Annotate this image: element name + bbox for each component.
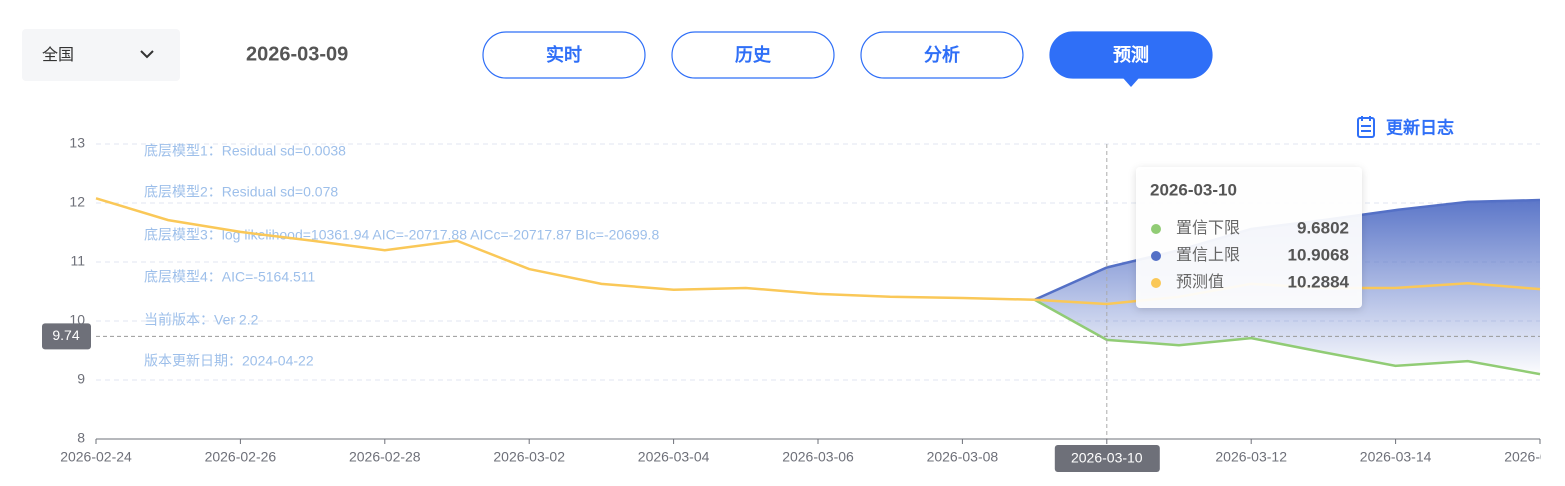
y-tick-label: 9	[77, 371, 85, 387]
changelog-icon	[1357, 117, 1375, 138]
tooltip-value: 10.9068	[1288, 245, 1349, 264]
y-tick-label: 12	[69, 194, 85, 210]
x-tick-label: 2026-03-06	[782, 449, 854, 465]
x-tick-label: 2026-02-28	[349, 449, 421, 465]
tab-label[interactable]: 历史	[735, 44, 772, 65]
series-line	[1033, 298, 1541, 376]
tab-pointer	[1123, 78, 1139, 87]
annotation: 底层模型2：Residual sd=0.078	[144, 184, 338, 200]
y-tick-label: 13	[69, 135, 85, 151]
x-tick-label: 2026-03-02	[493, 449, 565, 465]
tooltip-value: 9.6802	[1297, 218, 1349, 237]
x-tick-label: 2026-02-26	[205, 449, 277, 465]
tooltip-series-name: 预测值	[1176, 273, 1224, 291]
x-ticks: 2026-02-24 2026-02-26 2026-02-28 2026-03-02…	[60, 449, 1565, 465]
date-label: 2026-03-09	[246, 43, 348, 65]
crosshair-y-label-box	[42, 323, 91, 350]
tooltip-series-name: 置信上限	[1176, 246, 1240, 264]
crosshair-y-label: 9.74	[52, 327, 79, 343]
x-tick-label: 2026-02-24	[60, 449, 132, 465]
annotation: 版本更新日期：2024-04-22	[144, 353, 314, 369]
x-tick-label: 2026-03-12	[1215, 449, 1287, 465]
tab-label[interactable]: 预测	[1113, 44, 1149, 65]
tooltip-marker	[1151, 224, 1161, 234]
tooltip-series-name: 置信下限	[1176, 219, 1240, 237]
tooltip-value: 10.2884	[1288, 272, 1350, 291]
y-tick-label: 11	[70, 253, 85, 269]
x-tick-label: 2026-03-04	[638, 449, 710, 465]
tooltip: 2026-03-10 置信下限 9.6802 置信上限 10.9068 预测值 10.288…	[1136, 167, 1362, 308]
crosshair-x-label-box	[1054, 445, 1160, 472]
annotation: 底层模型4：AIC=-5164.511	[144, 269, 316, 285]
x-tick-label: 2026-03-08	[927, 449, 999, 465]
region-label: 全国	[42, 46, 74, 64]
annotation: 底层模型1：Residual sd=0.0038	[144, 143, 346, 159]
tab[interactable]	[482, 31, 646, 79]
y-tick-label: 8	[77, 430, 85, 446]
tab[interactable]	[671, 31, 835, 79]
tabs: 实时 历史 分析 预测	[482, 31, 1213, 87]
tab-label[interactable]: 实时	[546, 44, 582, 65]
tooltip-box	[1136, 167, 1362, 308]
chevron-icon	[140, 50, 154, 59]
x-tick-label: 2026-03-16	[1504, 449, 1565, 465]
annotation: 当前版本：Ver 2.2	[144, 312, 259, 328]
changelog-link[interactable]: 更新日志	[1357, 116, 1454, 138]
annotation: 底层模型3：log likelihood=10361.94 AIC=-20717…	[144, 227, 659, 243]
tab[interactable]	[860, 31, 1024, 79]
tooltip-title: 2026-03-10	[1150, 180, 1237, 199]
tooltip-marker	[1151, 251, 1161, 261]
changelog-icon-lines	[1361, 116, 1371, 132]
crosshair-x-label: 2026-03-10	[1071, 450, 1143, 466]
tooltip-marker	[1151, 278, 1161, 288]
top-bar: 全国 2026-03-09 实时 历史 分析 预测 更新日志	[22, 29, 1454, 138]
tab-label[interactable]: 分析	[924, 44, 960, 65]
changelog-text[interactable]: 更新日志	[1386, 117, 1454, 137]
region-select[interactable]	[22, 29, 180, 81]
x-tick-label: 2026-03-14	[1360, 449, 1432, 465]
